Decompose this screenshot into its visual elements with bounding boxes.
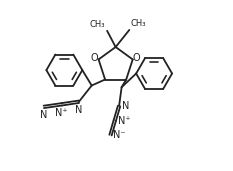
Text: N: N: [75, 105, 82, 115]
Text: N: N: [40, 110, 48, 120]
Text: O: O: [91, 53, 99, 63]
Text: CH₃: CH₃: [130, 19, 146, 28]
Text: CH₃: CH₃: [90, 20, 105, 29]
Text: N: N: [122, 101, 129, 111]
Text: O: O: [133, 53, 140, 63]
Text: N⁺: N⁺: [117, 116, 130, 126]
Text: N⁺: N⁺: [55, 108, 68, 118]
Text: N⁻: N⁻: [113, 130, 126, 140]
